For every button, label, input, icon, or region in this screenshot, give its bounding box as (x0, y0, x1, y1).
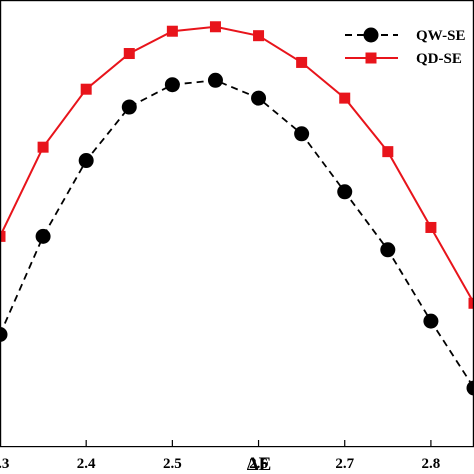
data-point-qd-se (468, 297, 474, 309)
data-point-qd-se (209, 21, 221, 33)
x-tick-label: 2.8 (422, 456, 441, 472)
legend-label-qd-se: QD-SE (416, 51, 462, 67)
data-point-qw-se (0, 327, 8, 342)
data-point-qd-se (0, 230, 6, 242)
data-point-qw-se (164, 77, 180, 93)
data-point-qw-se (35, 228, 51, 244)
data-point-qw-se (121, 99, 137, 115)
legend-label-qw-se: QW-SE (416, 28, 465, 44)
data-point-qw-se (251, 90, 267, 106)
data-point-qd-se (425, 221, 437, 233)
x-tick-label: 2.3 (0, 456, 9, 472)
data-point-qw-se (466, 380, 474, 396)
series-line-qd-se (0, 25, 474, 304)
plot-markers (0, 21, 474, 396)
data-point-qd-se (253, 30, 265, 42)
data-point-qd-se (166, 25, 178, 37)
x-tick-label: 2.6 (249, 456, 268, 472)
x-tick-label: 2.4 (77, 456, 96, 472)
x-tick-label: 2.7 (335, 456, 354, 472)
data-point-qw-se (207, 72, 223, 88)
series-line-qw-se (0, 79, 474, 389)
legend-marker-qd-se (365, 52, 377, 64)
plot-lines (0, 25, 474, 389)
data-point-qd-se (80, 83, 92, 95)
data-point-qd-se (339, 92, 351, 104)
plot-frame (0, 0, 474, 448)
legend: QW-SE QD-SE (345, 27, 465, 67)
data-point-qd-se (37, 141, 49, 153)
data-point-qd-se (296, 56, 308, 68)
data-point-qw-se (423, 313, 439, 329)
x-tick-label: 2.5 (163, 456, 182, 472)
data-point-qd-se (123, 48, 135, 60)
x-axis-label: ΔE (247, 454, 272, 474)
data-point-qd-se (382, 146, 394, 158)
x-ticks: 2.3 2.4 2.5 2.6 2.7 2.8 (0, 440, 440, 472)
data-point-qw-se (337, 184, 353, 200)
data-point-qw-se (78, 153, 94, 169)
legend-marker-qw-se (363, 27, 379, 43)
data-point-qw-se (380, 242, 396, 258)
data-point-qw-se (294, 126, 310, 142)
